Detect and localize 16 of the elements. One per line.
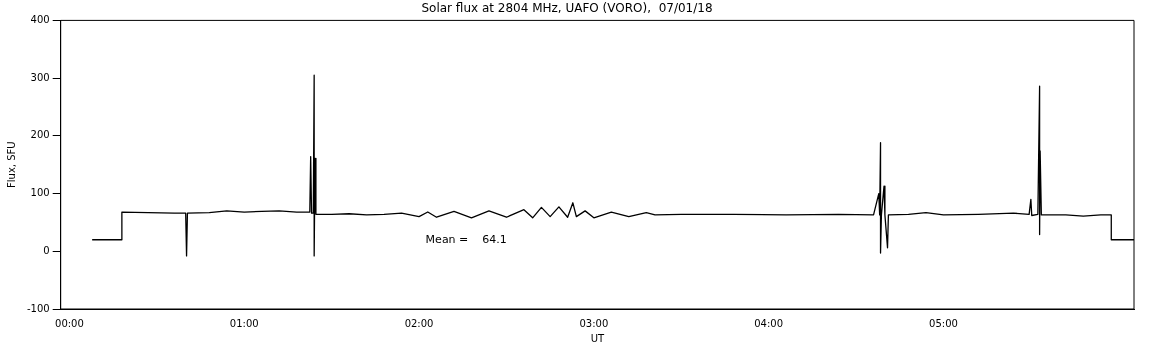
- y-tick-label: 0: [43, 244, 50, 256]
- chart-title: Solar flux at 2804 MHz, UAFO (VORO), 07/01/18: [421, 1, 713, 16]
- annotation: Mean = 64.1: [425, 232, 507, 246]
- y-tick-label: 100: [30, 187, 50, 199]
- x-tick-label: 00:00: [55, 317, 84, 329]
- x-tick-label: 05:00: [929, 317, 958, 329]
- x-tick-label: 02:00: [404, 317, 434, 329]
- y-tick-label: 400: [30, 13, 50, 25]
- y-axis-title: Flux, SFU: [5, 141, 17, 188]
- y-tick-label: -100: [26, 302, 50, 314]
- x-tick-label: 04:00: [754, 317, 784, 329]
- x-tick-label: 01:00: [229, 317, 259, 329]
- x-tick-label: 03:00: [579, 317, 609, 329]
- y-tick-label: 200: [30, 129, 50, 141]
- y-tick-label: 300: [30, 71, 50, 83]
- x-axis-title: UT: [590, 332, 605, 344]
